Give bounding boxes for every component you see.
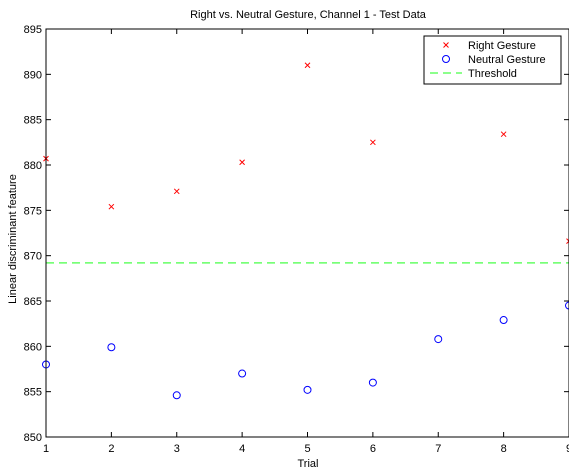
y-tick-label: 895 xyxy=(24,24,42,36)
right-gesture-point xyxy=(566,238,569,245)
ticks-layer: 1 2 3 4 5 6 7 8 9 850 855 860 865 870 875 880 885 890 895 xyxy=(24,24,569,455)
neutral-gesture-point xyxy=(303,385,312,394)
chart-title: Right vs. Neutral Gesture, Channel 1 - T… xyxy=(190,9,427,21)
neutral-gesture-point xyxy=(565,301,569,310)
legend-marker-x xyxy=(443,42,449,48)
neutral-gesture-point xyxy=(172,391,181,400)
y-tick-label: 885 xyxy=(24,115,42,127)
x-tick-label: 7 xyxy=(435,443,441,455)
x-tick-label: 8 xyxy=(501,443,507,455)
right-gesture-point xyxy=(239,159,245,166)
series-layer xyxy=(42,62,569,400)
y-axis-label: Linear discriminant feature xyxy=(7,174,19,304)
y-tick-label: 850 xyxy=(24,432,42,444)
right-gesture-point xyxy=(173,188,180,195)
right-gesture-point xyxy=(304,62,311,69)
right-gesture-point xyxy=(108,203,115,210)
y-tick-label: 860 xyxy=(24,341,42,353)
neutral-gesture-point xyxy=(499,316,508,325)
legend-label: Right Gesture xyxy=(468,40,536,52)
x-tick-label: 9 xyxy=(566,443,569,455)
right-gesture-point xyxy=(370,139,376,146)
plot-frame xyxy=(45,28,569,438)
neutral-gesture-point xyxy=(434,335,443,344)
x-axis-label: Trial xyxy=(298,458,319,470)
x-tick-label: 3 xyxy=(174,443,180,455)
y-tick-label: 880 xyxy=(24,160,42,172)
right-gesture-point xyxy=(500,131,507,138)
x-tick-label: 5 xyxy=(304,443,310,455)
legend: Right Gesture Neutral Gesture Threshold xyxy=(423,35,562,85)
x-tick-label: 6 xyxy=(370,443,376,455)
legend-label: Neutral Gesture xyxy=(468,54,546,66)
y-tick-label: 890 xyxy=(24,69,42,81)
x-tick-label: 2 xyxy=(108,443,114,455)
legend-label: Threshold xyxy=(468,68,517,80)
x-tick-label: 4 xyxy=(239,443,245,455)
x-tick-label: 1 xyxy=(43,443,49,455)
neutral-gesture-point xyxy=(107,343,116,352)
legend-marker-circle xyxy=(442,55,450,63)
neutral-gesture-point xyxy=(368,378,377,387)
y-tick-label: 875 xyxy=(24,205,42,217)
y-tick-label: 870 xyxy=(24,251,42,263)
y-tick-label: 865 xyxy=(24,296,42,308)
neutral-gesture-point xyxy=(238,369,247,378)
y-tick-label: 855 xyxy=(24,387,42,399)
